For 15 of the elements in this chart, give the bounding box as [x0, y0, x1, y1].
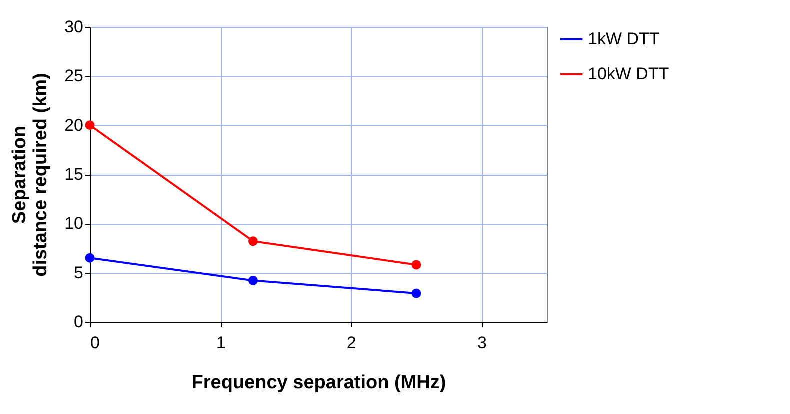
y-tick-label: 25 — [64, 66, 84, 86]
x-tick-label: 3 — [477, 334, 487, 352]
y-tick-label: 15 — [64, 165, 84, 184]
x-tick-label: 2 — [346, 334, 356, 352]
legend-label: 1kW DTT — [588, 30, 660, 48]
legend-label: 10kW DTT — [588, 64, 670, 84]
x-tick-label: 0 — [90, 334, 100, 352]
y-axis-title: Separation distance required (km) — [10, 73, 52, 277]
y-tick-label: 20 — [64, 116, 84, 135]
y-tick-label: 0 — [74, 312, 84, 332]
y-tick-label: 10 — [64, 214, 84, 234]
x-axis-title: Frequency separation (MHz) — [192, 372, 446, 394]
y-tick-label: 30 — [64, 18, 84, 36]
x-tick-label: 1 — [216, 334, 226, 352]
y-tick-label: 5 — [74, 263, 84, 282]
